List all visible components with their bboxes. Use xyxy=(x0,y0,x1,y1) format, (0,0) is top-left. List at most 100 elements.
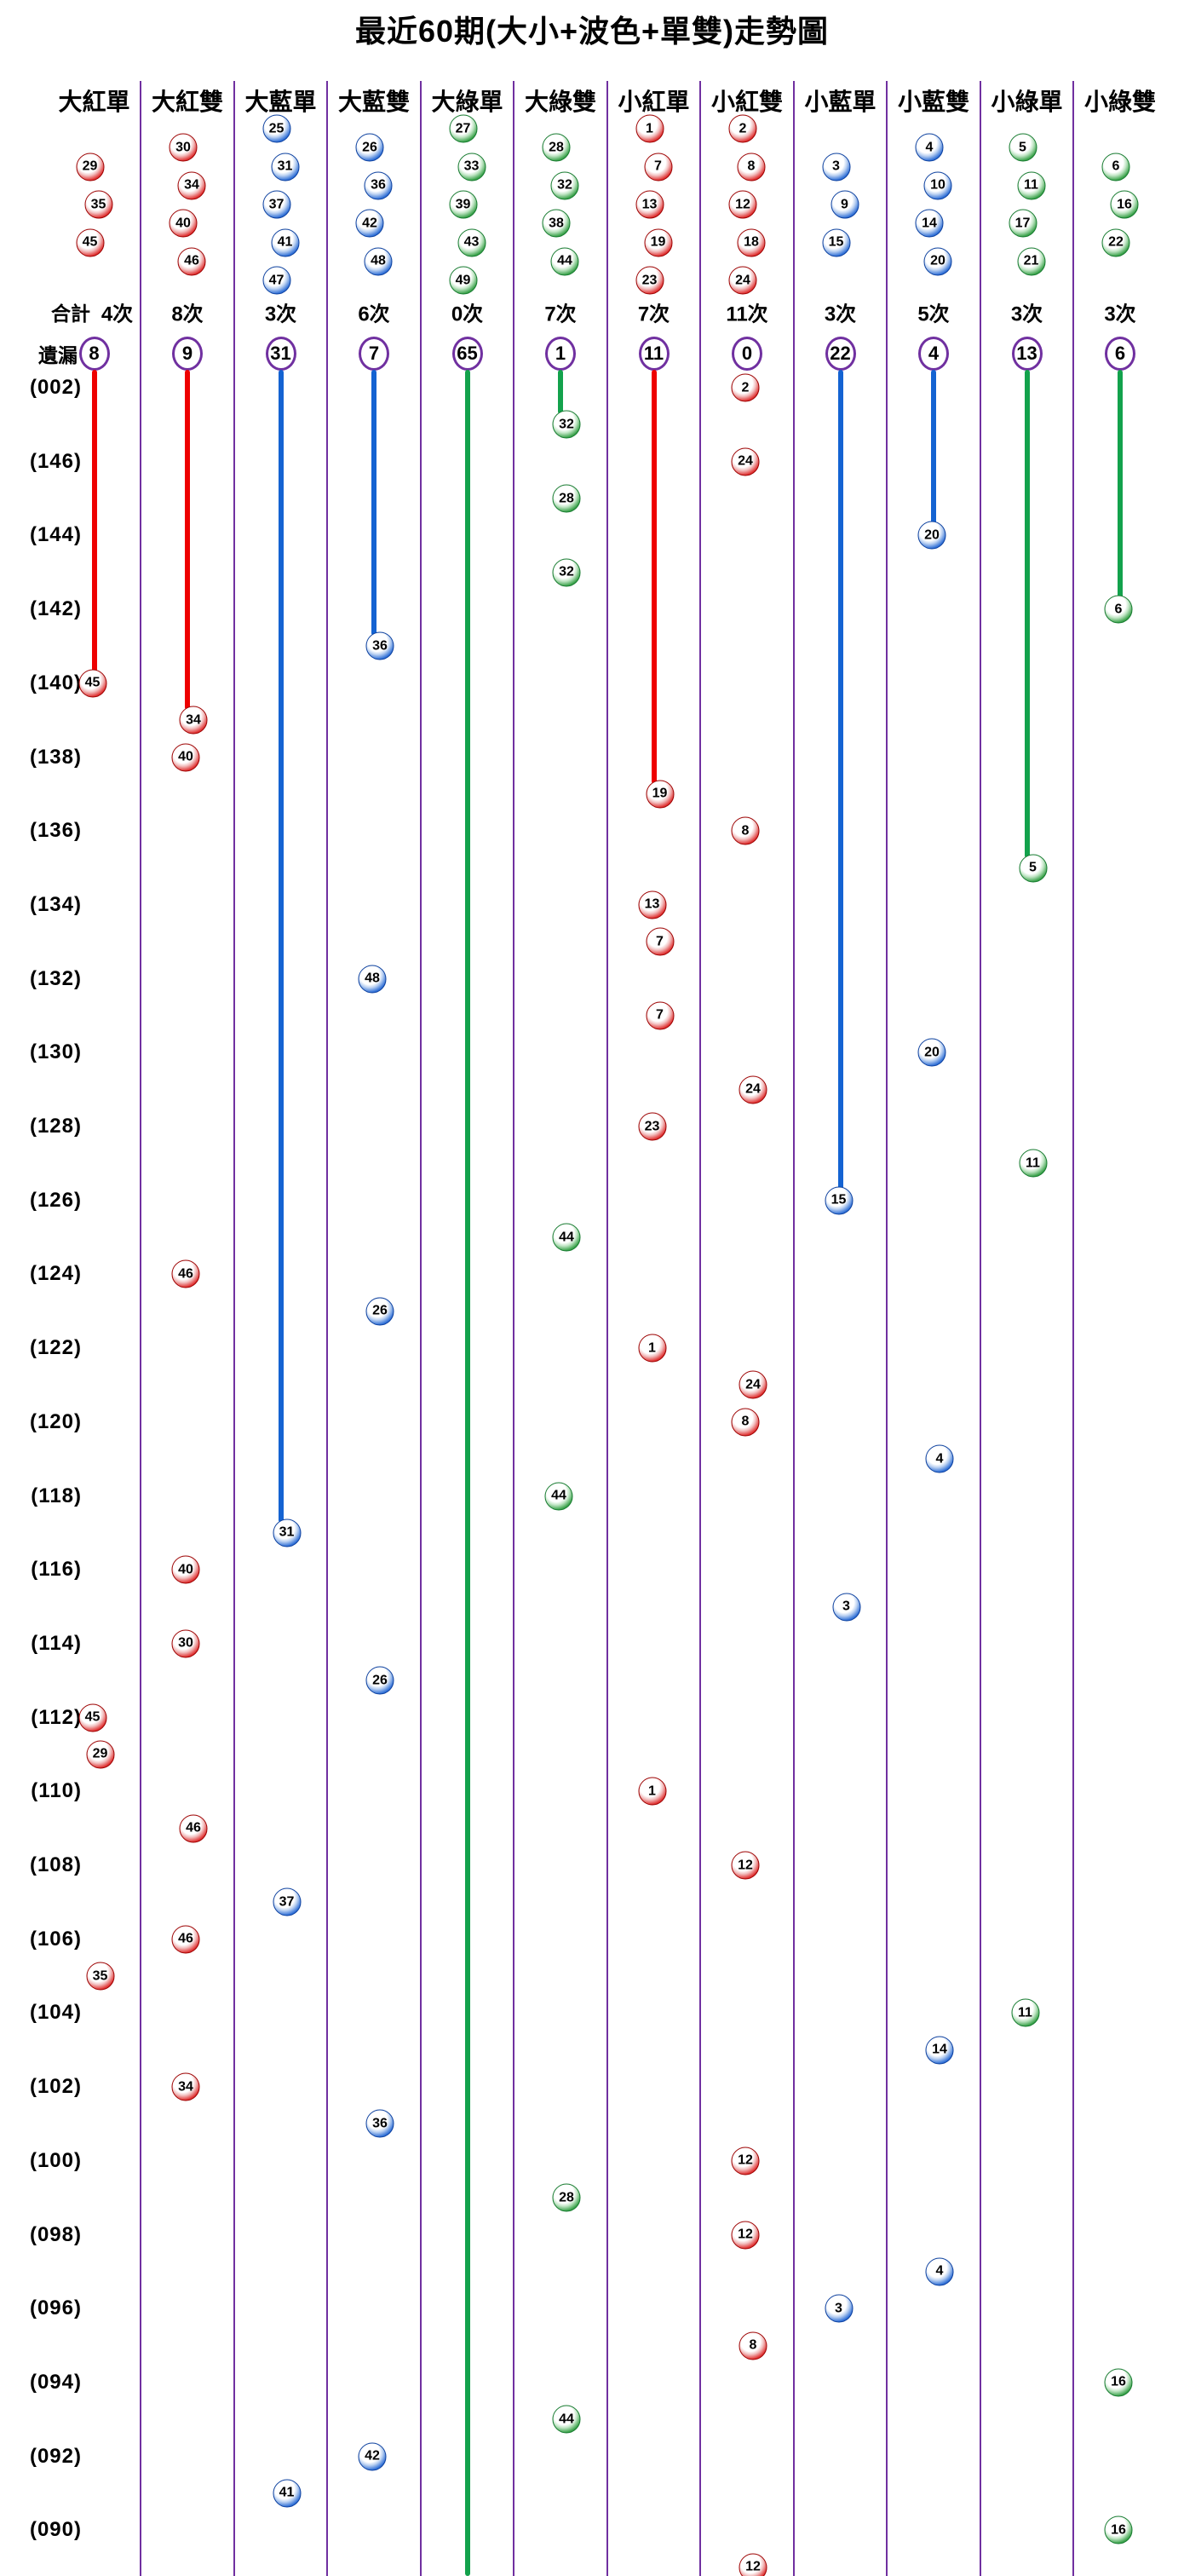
draw-ball: 41 xyxy=(273,2479,301,2508)
legend-ball: 18 xyxy=(737,228,766,256)
row-label: (108) xyxy=(29,1853,82,1876)
trend-line xyxy=(278,370,284,1523)
column-header-4: 大藍雙 xyxy=(337,89,411,115)
draw-ball: 40 xyxy=(171,1555,200,1584)
row-label: (118) xyxy=(31,1484,82,1507)
column-separator xyxy=(792,81,795,2576)
draw-ball: 28 xyxy=(552,2183,581,2212)
row-label: (146) xyxy=(29,449,82,473)
missing-count-badge: 0 xyxy=(732,337,762,371)
column-separator xyxy=(979,81,981,2576)
legend-ball: 48 xyxy=(364,247,393,276)
trend-line xyxy=(651,370,657,784)
column-header-2: 大紅雙 xyxy=(151,89,224,115)
row-label: (142) xyxy=(29,597,82,621)
trend-line xyxy=(837,370,843,1190)
draw-ball: 19 xyxy=(646,780,674,809)
missing-count-badge: 9 xyxy=(172,337,203,371)
draw-ball: 31 xyxy=(273,1519,301,1547)
row-label: (002) xyxy=(29,376,82,399)
column-header-6: 大綠雙 xyxy=(524,89,597,115)
missing-count-badge: 7 xyxy=(359,337,389,371)
legend-ball: 25 xyxy=(262,114,290,143)
row-label: (140) xyxy=(29,671,82,694)
trend-line xyxy=(1118,370,1123,600)
draw-ball: 8 xyxy=(731,1408,760,1437)
draw-ball: 20 xyxy=(917,1038,946,1067)
draw-ball: 3 xyxy=(832,1593,860,1622)
column-separator xyxy=(606,81,608,2576)
draw-ball: 46 xyxy=(179,1814,208,1843)
legend-ball: 14 xyxy=(915,209,944,238)
legend-ball: 17 xyxy=(1009,209,1037,238)
draw-ball: 46 xyxy=(171,1925,200,1954)
row-label: (124) xyxy=(29,1262,82,1286)
draw-ball: 30 xyxy=(171,1629,200,1658)
draw-ball: 12 xyxy=(731,1851,760,1880)
draw-ball: 2 xyxy=(731,373,760,402)
column-header-8: 小紅雙 xyxy=(710,89,784,115)
row-label: (110) xyxy=(31,1779,82,1803)
row-label: (112) xyxy=(31,1705,82,1729)
draw-ball: 26 xyxy=(365,1666,394,1695)
legend-ball: 6 xyxy=(1101,153,1130,181)
total-count: 3次 xyxy=(1104,303,1136,326)
trend-line xyxy=(931,370,936,526)
draw-ball: 7 xyxy=(646,927,674,956)
draw-ball: 44 xyxy=(552,1223,581,1252)
legend-ball: 37 xyxy=(262,190,290,219)
legend-ball: 13 xyxy=(635,190,664,219)
missing-count-badge: 8 xyxy=(78,337,110,371)
column-header-3: 大藍單 xyxy=(244,89,317,115)
legend-ball: 10 xyxy=(923,171,952,200)
column-header-1: 大紅單 xyxy=(58,89,130,115)
total-gutter-label: 合計 xyxy=(51,303,90,325)
draw-ball: 11 xyxy=(1019,1149,1047,1178)
total-count: 7次 xyxy=(544,303,577,326)
legend-ball: 26 xyxy=(355,133,384,162)
draw-ball: 1 xyxy=(638,1777,666,1806)
missing-count-badge: 65 xyxy=(451,337,483,371)
draw-ball: 11 xyxy=(1011,1998,1039,2027)
row-label: (132) xyxy=(29,966,82,990)
total-count: 3次 xyxy=(824,303,857,326)
legend-ball: 35 xyxy=(84,190,112,219)
legend-ball: 34 xyxy=(177,171,206,200)
legend-ball: 7 xyxy=(644,153,672,181)
total-count: 3次 xyxy=(264,303,297,326)
legend-ball: 31 xyxy=(271,153,299,181)
row-label: (122) xyxy=(29,1336,82,1360)
legend-ball: 38 xyxy=(542,209,571,238)
draw-ball: 20 xyxy=(917,521,946,550)
row-label: (136) xyxy=(29,819,82,843)
draw-ball: 24 xyxy=(739,1075,767,1104)
total-count: 4次 xyxy=(101,303,134,326)
legend-ball: 43 xyxy=(457,228,486,256)
legend-ball: 16 xyxy=(1110,190,1139,219)
missing-count-badge: 31 xyxy=(265,337,296,371)
column-separator xyxy=(419,81,422,2576)
row-label: (144) xyxy=(29,523,82,547)
missing-count-badge: 13 xyxy=(1011,337,1043,371)
draw-ball: 23 xyxy=(638,1112,666,1141)
draw-ball: 37 xyxy=(273,1887,301,1916)
row-label: (104) xyxy=(29,2001,82,2025)
row-label: (130) xyxy=(29,1040,82,1064)
legend-ball: 5 xyxy=(1009,133,1037,162)
legend-ball: 36 xyxy=(364,171,393,200)
trend-line xyxy=(558,370,563,415)
draw-ball: 12 xyxy=(731,2147,760,2175)
draw-ball: 28 xyxy=(552,484,581,513)
column-header-5: 大綠單 xyxy=(431,89,503,115)
trend-line xyxy=(464,370,470,2576)
column-separator xyxy=(886,81,888,2576)
column-separator xyxy=(326,81,329,2576)
draw-ball: 16 xyxy=(1104,2515,1133,2544)
draw-ball: 3 xyxy=(825,2294,853,2323)
draw-ball: 24 xyxy=(739,1370,767,1399)
row-label: (100) xyxy=(29,2148,82,2172)
draw-ball: 16 xyxy=(1104,2368,1133,2397)
row-label: (092) xyxy=(29,2444,82,2468)
legend-ball: 30 xyxy=(169,133,198,162)
draw-ball: 8 xyxy=(731,816,760,845)
